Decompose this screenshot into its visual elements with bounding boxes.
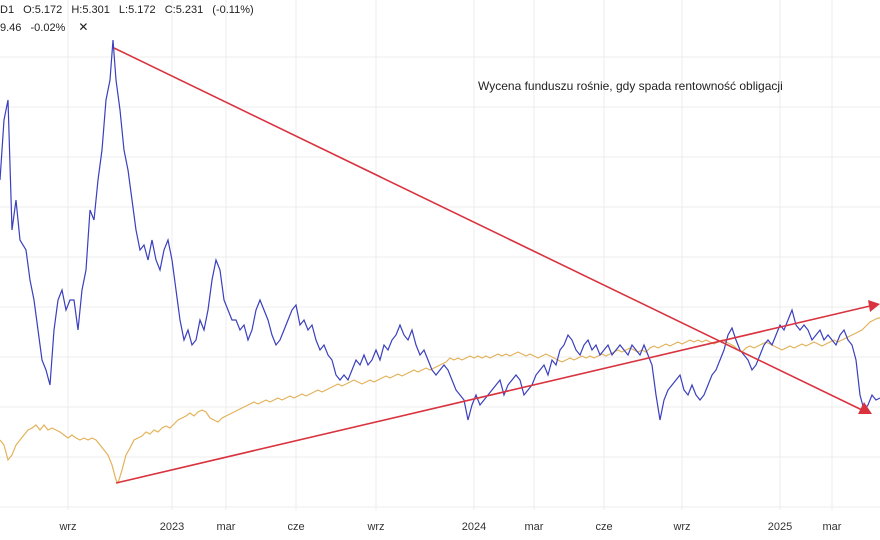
ohlc-header: D1 O:5.172 H:5.301 L:5.172 C:5.231 (-0.1…	[0, 4, 260, 16]
orange-series-line	[0, 317, 880, 485]
x-tick-label: 2025	[768, 521, 792, 533]
close-value: C:5.231	[164, 4, 204, 16]
x-tick-label: wrz	[672, 521, 690, 533]
grid	[0, 0, 880, 510]
x-tick-label: mar	[217, 521, 236, 533]
chart-annotation: Wycena funduszu rośnie, gdy spada rentow…	[478, 79, 783, 93]
x-tick-label: cze	[595, 521, 612, 533]
x-tick-label: mar	[525, 521, 544, 533]
timeframe-label: D1	[0, 4, 15, 16]
blue-series-line	[0, 39, 880, 421]
low-value: L:5.172	[118, 4, 156, 16]
second-series-value: 9.46	[0, 22, 22, 34]
downtrend-arrowhead	[858, 402, 872, 414]
change-value: (-0.11%)	[212, 4, 254, 16]
x-tick-label: 2024	[462, 521, 486, 533]
uptrend-arrow-line	[115, 305, 871, 484]
close-icon[interactable]: ✕	[78, 20, 89, 34]
high-value: H:5.301	[71, 4, 110, 16]
x-tick-label: wrz	[58, 521, 76, 533]
x-tick-label: wrz	[366, 521, 384, 533]
downtrend-arrow-line	[113, 47, 863, 411]
x-tick-label: 2023	[160, 521, 184, 533]
second-series-change: -0.02%	[30, 22, 66, 34]
x-axis-ticks: wrz 2023 mar cze wrz 2024 mar cze wrz 2025 mar	[58, 521, 841, 533]
x-tick-label: mar	[823, 521, 842, 533]
second-series-header: 9.46 -0.02% ✕	[0, 20, 94, 34]
open-value: O:5.172	[23, 4, 63, 16]
trend-arrows	[113, 47, 880, 484]
x-tick-label: cze	[287, 521, 304, 533]
uptrend-arrowhead	[868, 300, 880, 312]
